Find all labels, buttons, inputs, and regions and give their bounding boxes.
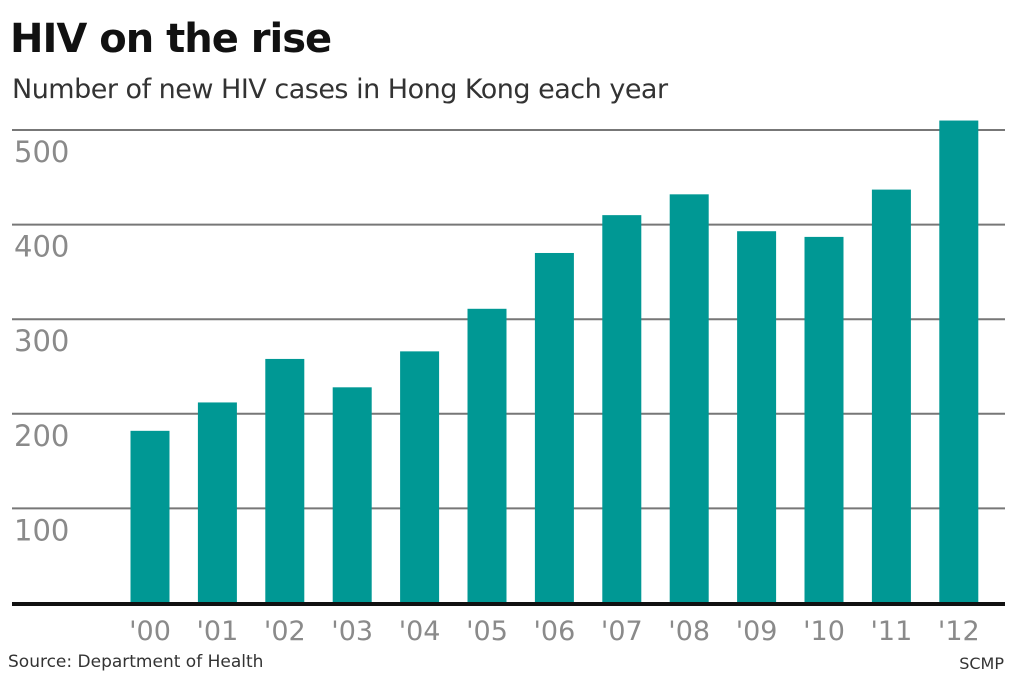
bar-10 [804,236,844,603]
y-tick-label: 300 [14,324,69,358]
bar-01 [197,402,237,603]
bar-08 [669,194,709,603]
y-tick-label: 500 [14,135,69,169]
bar-00 [130,430,170,603]
bar-03 [332,387,372,603]
x-tick-label: '02 [264,616,306,647]
bar-05 [467,308,507,603]
chart-title: HIV on the rise [10,16,332,62]
y-tick-label: 400 [14,230,69,264]
bar-06 [534,252,574,604]
bar-11 [871,189,911,603]
chart-subtitle: Number of new HIV cases in Hong Kong eac… [12,74,668,105]
x-tick-label: '00 [129,616,171,647]
x-tick-label: '09 [736,616,778,647]
bar-09 [737,231,777,604]
x-tick-label: '07 [601,616,643,647]
bar-04 [400,351,440,603]
x-tick-label: '03 [331,616,373,647]
x-tick-label: '05 [466,616,508,647]
x-tick-label: '06 [534,616,576,647]
bar-02 [265,358,305,603]
bar-12 [939,120,979,603]
bar-07 [602,215,642,603]
x-tick-label: '10 [803,616,845,647]
x-tick-label: '08 [668,616,710,647]
x-tick-label: '04 [399,616,441,647]
y-tick-label: 100 [14,513,69,547]
x-tick-label: '11 [871,616,913,647]
y-tick-label: 200 [14,419,69,453]
source-note: Source: Department of Health [8,652,264,672]
x-tick-label: '12 [938,616,980,647]
credit-label: SCMP [959,654,1004,673]
x-tick-label: '01 [197,616,239,647]
